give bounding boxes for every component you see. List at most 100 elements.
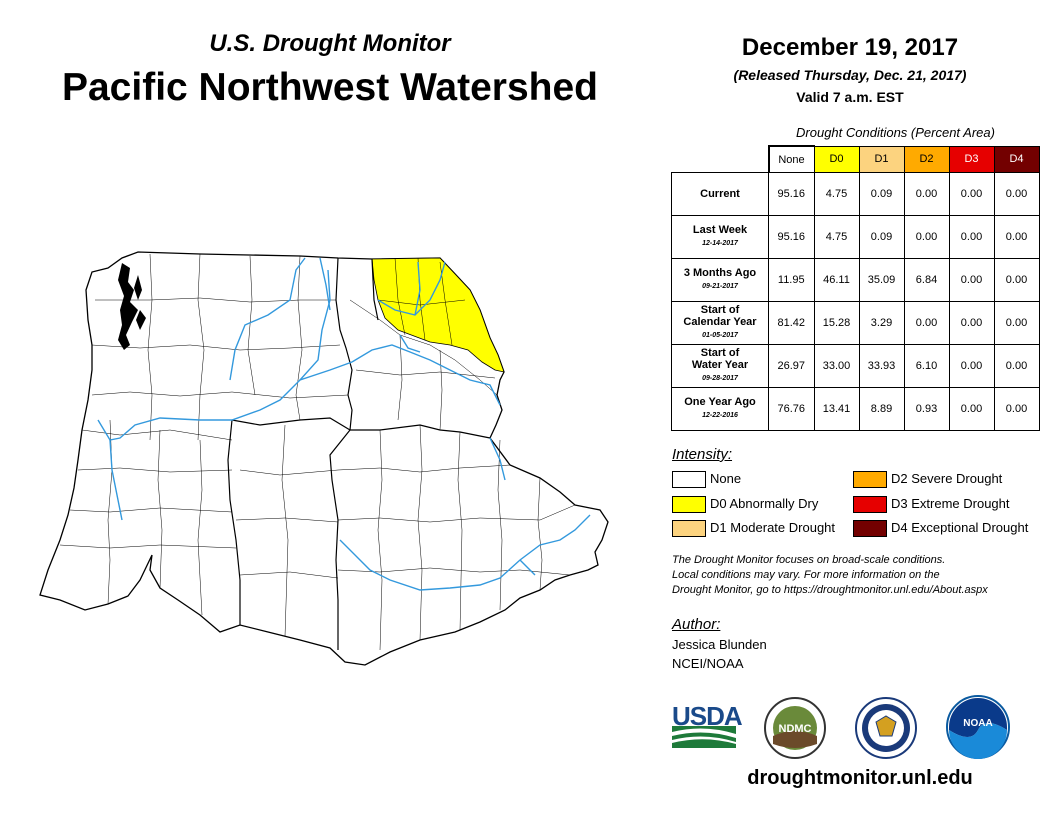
table-cell: 0.00 <box>993 387 1040 431</box>
noaa-logo: NOAA <box>946 695 1010 759</box>
table-cell: 4.75 <box>813 215 860 259</box>
col-header-d1: D1 <box>858 145 905 173</box>
table-cell: 8.89 <box>858 387 905 431</box>
table-row: 3 Months Ago 09-21-2017 11.95 46.11 35.09… <box>671 258 1040 302</box>
row-label: 3 Months Ago 09-21-2017 <box>671 258 769 302</box>
author-title: Author: <box>672 616 721 633</box>
row-date: 12-14-2017 <box>702 240 738 247</box>
table-cell: 0.93 <box>903 387 950 431</box>
table-cell: 0.00 <box>993 215 1040 259</box>
col-header-d4: D4 <box>993 145 1040 173</box>
table-cell: 0.00 <box>903 215 950 259</box>
row-date: 09-21-2017 <box>702 283 738 290</box>
puget-sound-water <box>118 263 146 350</box>
row-label-text: Start of <box>700 347 740 359</box>
table-cell: 33.93 <box>858 344 905 388</box>
legend-label: D4 Exceptional Drought <box>891 520 1029 535</box>
legend-label: D3 Extreme Drought <box>891 496 1010 511</box>
legend-label: D0 Abnormally Dry <box>710 496 819 511</box>
table-cell: 35.09 <box>858 258 905 302</box>
table-cell: 33.00 <box>813 344 860 388</box>
table-cell: 0.00 <box>948 301 995 345</box>
table-row: Last Week 12-14-2017 95.16 4.75 0.09 0.00… <box>671 215 1040 259</box>
row-label-text: Start of <box>700 304 740 316</box>
drought-conditions-table: None D0 D1 D2 D3 D4 Current 95.16 4.75 0… <box>671 145 1040 431</box>
table-cell: 0.00 <box>903 172 950 216</box>
col-header-d2: D2 <box>903 145 950 173</box>
usda-logo-swoosh <box>672 726 736 748</box>
table-cell: 0.00 <box>948 387 995 431</box>
table-header-row: None D0 D1 D2 D3 D4 <box>672 145 1040 173</box>
table-cell: 6.10 <box>903 344 950 388</box>
sub-basin-boundaries <box>59 253 576 651</box>
valid-time: Valid 7 a.m. EST <box>796 89 904 105</box>
ndmc-logo-text: NDMC <box>779 723 812 735</box>
table-row: One Year Ago 12-22-2016 76.76 13.41 8.89 … <box>671 387 1040 431</box>
map-title: Pacific Northwest Watershed <box>61 66 599 109</box>
table-cell: 0.09 <box>858 172 905 216</box>
legend-label: D1 Moderate Drought <box>710 520 836 535</box>
table-cell: 26.97 <box>768 344 815 388</box>
legend-label: D2 Severe Drought <box>891 471 1003 486</box>
row-date: 01-05-2017 <box>702 332 738 339</box>
table-cell: 95.16 <box>768 215 815 259</box>
table-cell: 13.41 <box>813 387 860 431</box>
table-caption: Drought Conditions (Percent Area) <box>796 125 995 140</box>
row-label-text: Current <box>700 188 740 200</box>
table-cell: 15.28 <box>813 301 860 345</box>
map-subtitle: U.S. Drought Monitor <box>209 30 451 57</box>
table-cell: 0.00 <box>903 301 950 345</box>
table-row: Start of Calendar Year 01-05-2017 81.42 15… <box>671 301 1040 345</box>
table-cell: 0.00 <box>948 258 995 302</box>
table-cell: 46.11 <box>813 258 860 302</box>
release-date: (Released Thursday, Dec. 21, 2017) <box>733 67 967 83</box>
table-cell: 76.76 <box>768 387 815 431</box>
table-cell: 0.09 <box>858 215 905 259</box>
header-blank-cell <box>672 146 769 173</box>
col-header-d3: D3 <box>948 145 995 173</box>
watershed-map <box>39 251 609 666</box>
table-cell: 3.29 <box>858 301 905 345</box>
row-label-text: 3 Months Ago <box>683 267 757 279</box>
legend-label: None <box>710 471 742 486</box>
note-line: Drought Monitor, go to https://droughtmo… <box>672 584 988 596</box>
table-cell: 11.95 <box>768 258 815 302</box>
d0-abnormally-dry-area <box>371 257 505 373</box>
table-cell: 81.42 <box>768 301 815 345</box>
legend-swatch <box>853 520 887 537</box>
legend-swatch <box>672 520 706 537</box>
row-label: Start of Calendar Year 01-05-2017 <box>671 301 769 345</box>
doc-seal-logo <box>855 697 917 759</box>
legend-title: Intensity: <box>672 446 733 463</box>
row-date: 12-22-2016 <box>702 412 738 419</box>
note-line: Local conditions may vary. For more info… <box>672 569 940 581</box>
row-label-text-2: Water Year <box>691 359 749 371</box>
table-cell: 0.00 <box>948 215 995 259</box>
table-cell: 0.00 <box>993 301 1040 345</box>
noaa-logo-text: NOAA <box>963 718 992 729</box>
disclaimer-note: The Drought Monitor focuses on broad-sca… <box>672 553 1052 598</box>
table-cell: 0.00 <box>993 172 1040 216</box>
row-label: One Year Ago 12-22-2016 <box>671 387 769 431</box>
legend-swatch <box>672 496 706 513</box>
row-label-text: One Year Ago <box>684 396 756 408</box>
table-cell: 4.75 <box>813 172 860 216</box>
legend-swatch <box>853 471 887 488</box>
watershed-outline <box>39 251 609 666</box>
table-row: Start of Water Year 09-28-2017 26.97 33.00… <box>671 344 1040 388</box>
table-row: Current 95.16 4.75 0.09 0.00 0.00 0.00 <box>671 172 1040 216</box>
note-line: The Drought Monitor focuses on broad-sca… <box>672 554 946 566</box>
col-header-d0: D0 <box>813 145 860 173</box>
row-date: 09-28-2017 <box>702 375 738 382</box>
table-cell: 95.16 <box>768 172 815 216</box>
author-name: Jessica Blunden <box>672 637 767 652</box>
author-org: NCEI/NOAA <box>672 656 744 671</box>
row-label: Last Week 12-14-2017 <box>671 215 769 259</box>
website-url[interactable]: droughtmonitor.unl.edu <box>747 767 973 789</box>
row-label: Start of Water Year 09-28-2017 <box>671 344 769 388</box>
row-label-text: Last Week <box>692 224 748 236</box>
table-cell: 6.84 <box>903 258 950 302</box>
row-label-text-2: Calendar Year <box>683 316 757 328</box>
ndmc-logo: NDMC <box>764 697 826 759</box>
table-cell: 0.00 <box>948 172 995 216</box>
